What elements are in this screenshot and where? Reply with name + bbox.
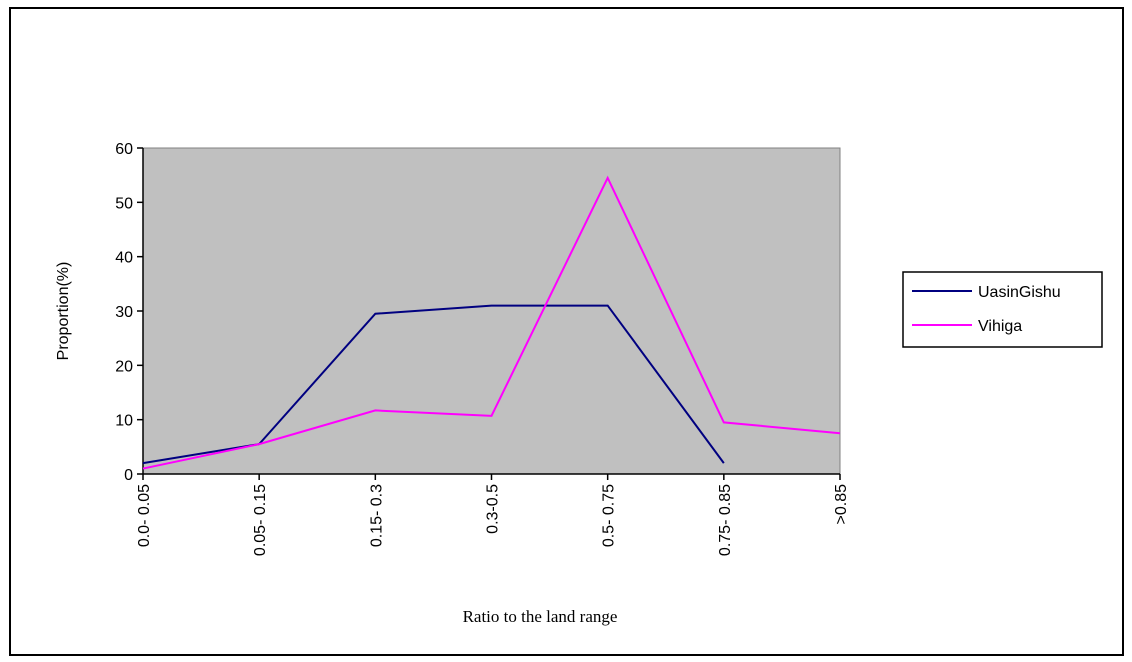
legend-label: UasinGishu	[978, 284, 1061, 301]
x-tick-label: 0.15- 0.3	[368, 484, 385, 547]
y-tick-label: 0	[124, 467, 133, 484]
y-tick-label: 30	[115, 304, 133, 321]
x-tick-label: 0.75- 0.85	[717, 484, 734, 556]
y-tick-label: 40	[115, 250, 133, 267]
y-tick-label: 60	[115, 141, 133, 158]
x-tick-label: >0.85	[833, 484, 850, 525]
legend-label: Vihiga	[978, 318, 1022, 335]
x-tick-label: 0.05- 0.15	[252, 484, 269, 556]
legend-box	[902, 271, 1103, 348]
series-line	[142, 175, 841, 470]
y-tick-label: 20	[115, 358, 133, 375]
y-axis-title: Proportion(%)	[55, 262, 72, 361]
y-tick-label: 10	[115, 413, 133, 430]
plot-area	[142, 147, 841, 475]
y-tick-label: 50	[115, 195, 133, 212]
x-axis-title: Ratio to the land range	[463, 607, 618, 626]
x-tick-label: 0.0- 0.05	[136, 484, 153, 547]
x-tick-label: 0.3-0.5	[485, 484, 502, 534]
x-tick-label: 0.5- 0.75	[601, 484, 618, 547]
